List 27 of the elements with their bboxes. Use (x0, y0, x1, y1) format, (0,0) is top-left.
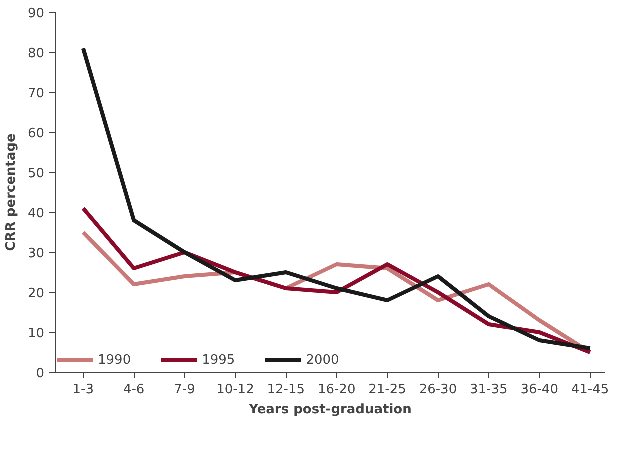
line-series (81, 46, 592, 350)
y-tick-label: 0 (36, 366, 45, 382)
x-tick-label: 21-25 (368, 382, 406, 398)
legend-label: 1995 (202, 352, 236, 368)
x-tick-label: 16-20 (318, 382, 356, 398)
y-tick-label: 50 (28, 166, 45, 182)
x-tick-label: 41-45 (571, 382, 610, 398)
x-axis-title: Years post-graduation (248, 402, 412, 418)
y-tick-label: 60 (28, 126, 45, 142)
x-tick-label: 4-6 (123, 382, 145, 398)
x-tick-label: 12-15 (267, 382, 306, 398)
x-tick-label: 1-3 (72, 382, 94, 398)
y-tick-label: 40 (28, 206, 45, 222)
x-tick-label: 7-9 (174, 382, 196, 398)
x-tick-label: 26-30 (419, 382, 458, 398)
y-tick-label: 30 (28, 246, 45, 262)
legend-label: 2000 (306, 352, 340, 368)
x-tick-label: 36-40 (520, 382, 558, 398)
y-tick-label: 80 (28, 46, 45, 62)
legend-label: 1990 (98, 352, 132, 368)
x-tick-label: 10-12 (216, 382, 254, 398)
y-axis-title: CRR percentage (4, 134, 19, 252)
y-tick-label: 10 (28, 326, 45, 342)
y-tick-label: 20 (28, 286, 45, 302)
y-tick-label: 70 (28, 86, 45, 102)
y-tick-label: 90 (28, 6, 45, 22)
x-tick-label: 31-35 (470, 382, 508, 398)
